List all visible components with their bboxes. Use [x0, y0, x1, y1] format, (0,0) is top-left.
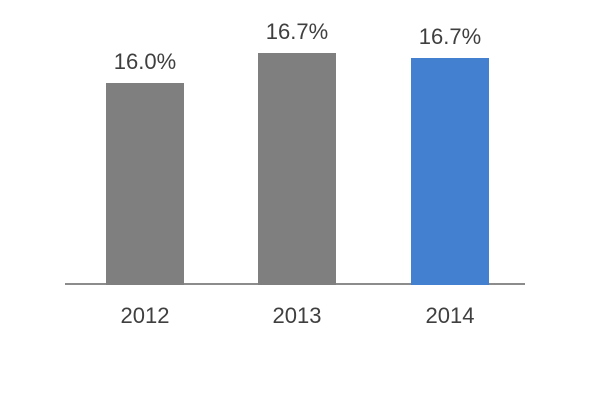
value-label-2012: 16.0% [113, 49, 177, 74]
bar-2014 [411, 58, 489, 285]
category-label-2013: 2013 [272, 303, 322, 328]
bar-2012 [106, 83, 184, 285]
category-label-2014: 2014 [425, 303, 475, 328]
value-label-2013: 16.7% [265, 19, 329, 44]
bar-2013 [258, 53, 336, 285]
value-label-2014: 16.7% [418, 24, 482, 49]
category-label-2012: 2012 [120, 303, 170, 328]
